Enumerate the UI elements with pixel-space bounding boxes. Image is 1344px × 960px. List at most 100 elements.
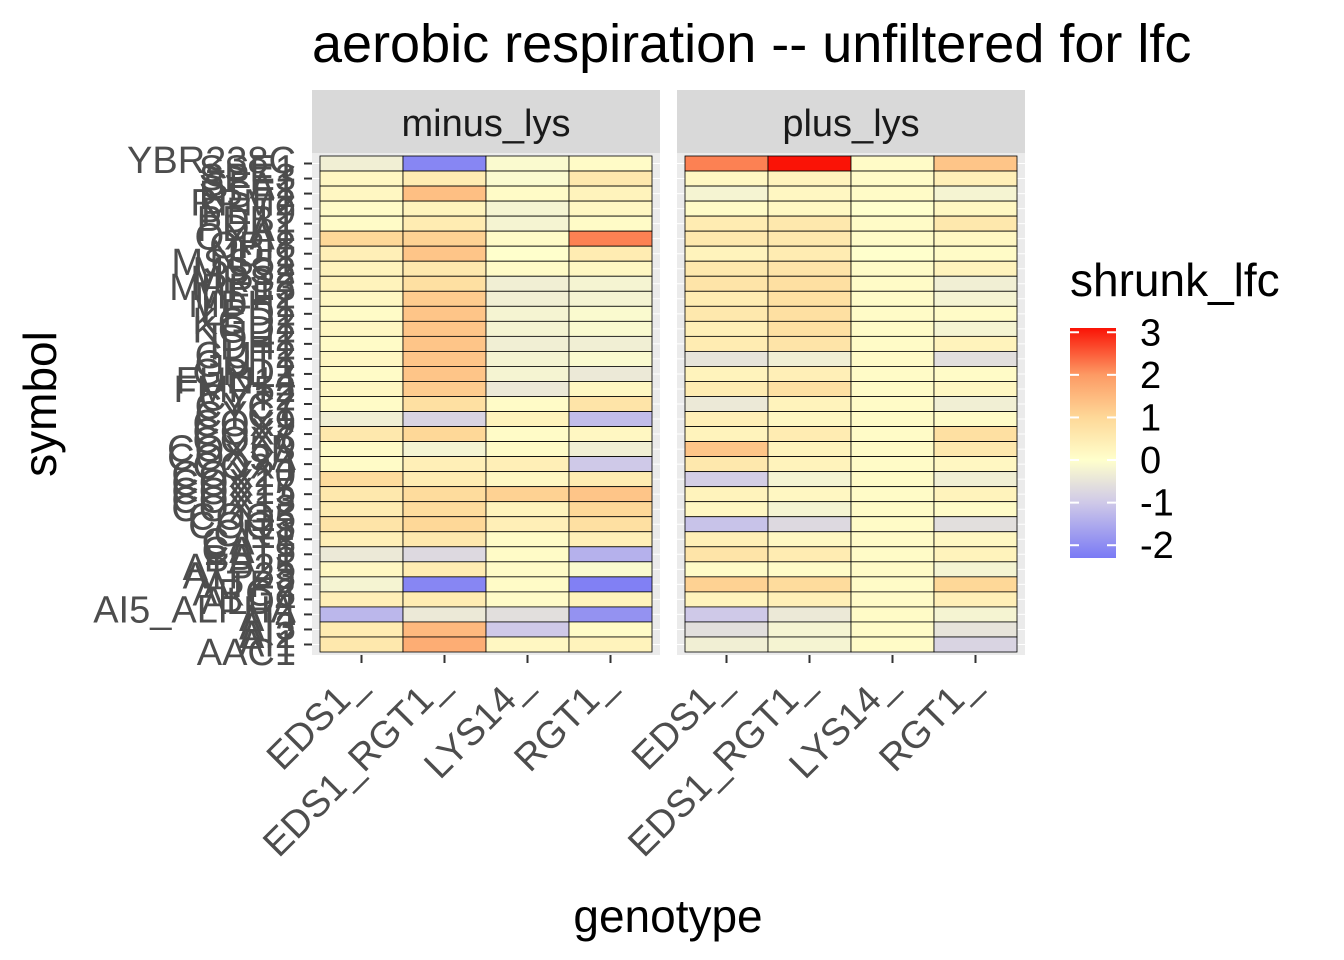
heatmap-cell [402, 320, 487, 337]
heatmap-cell [933, 215, 1018, 232]
heatmap-cell [767, 576, 852, 593]
heatmap-cell [319, 305, 404, 322]
heatmap-cell [485, 636, 570, 653]
heatmap-cell [933, 381, 1018, 397]
y-tick-label: FUN14 [176, 361, 296, 403]
heatmap-cell [850, 531, 935, 548]
heatmap-cell [319, 155, 404, 172]
heatmap-cell [485, 546, 570, 563]
heatmap-cell [319, 441, 404, 458]
heatmap-cell [402, 576, 487, 593]
heatmap-cell [485, 350, 570, 367]
heatmap-cell [850, 366, 935, 382]
heatmap-cell [485, 606, 570, 623]
heatmap-cell [684, 501, 769, 518]
y-tick-label: SSE1 [199, 148, 296, 190]
y-tick-label: COX12 [171, 488, 296, 530]
heatmap-cell [684, 320, 769, 337]
heatmap-cell [319, 486, 404, 503]
y-tick-label: RPM2 [190, 182, 296, 224]
heatmap-cell [767, 320, 852, 337]
heatmap-cell [568, 486, 653, 503]
y-tick-label: AAC1 [197, 632, 296, 674]
heatmap-cell [684, 471, 769, 488]
heatmap-cell [485, 561, 570, 578]
heatmap-cell [402, 305, 487, 322]
heatmap-cell [568, 155, 653, 172]
heatmap-cell [319, 200, 404, 217]
y-tick-label: PDB1 [197, 199, 296, 241]
heatmap-cell [485, 245, 570, 262]
heatmap-cell [850, 185, 935, 202]
heatmap-cell [485, 531, 570, 548]
heatmap-cell [684, 290, 769, 307]
heatmap-cell [850, 215, 935, 232]
heatmap-cell [402, 621, 487, 638]
y-tick-label: MRS2 [190, 259, 296, 301]
heatmap-cell [402, 245, 487, 262]
heatmap-cell [933, 275, 1018, 292]
x-axis: EDS1_EDS1_RGT1_LYS14_RGT1_ EDS1_EDS1_RGT1… [255, 655, 988, 865]
heatmap-cell [850, 396, 935, 412]
heatmap-cell [684, 215, 769, 232]
heatmap-cell [402, 260, 487, 277]
heatmap-cell [319, 185, 404, 202]
heatmap-cell [767, 546, 852, 563]
heatmap-cell [767, 230, 852, 247]
heatmap-cell [568, 501, 653, 518]
heatmap-cell [319, 396, 404, 412]
heatmap-cell [850, 486, 935, 503]
heatmap-cell [319, 561, 404, 578]
heatmap-cell [402, 155, 487, 172]
heatmap-cell [933, 606, 1018, 623]
y-tick-label: COX20 [171, 454, 296, 496]
heatmap-cell [319, 366, 404, 382]
heatmap-cell [684, 230, 769, 247]
heatmap-cell [319, 230, 404, 247]
heatmap-cell [767, 636, 852, 653]
heatmap-cell [684, 546, 769, 563]
heatmap-cell [933, 245, 1018, 262]
heatmap-cell [767, 335, 852, 352]
heatmap-cell [568, 561, 653, 578]
heatmap-cell [684, 275, 769, 292]
y-tick-label: GUT2 [195, 335, 296, 377]
heatmap-cell [568, 366, 653, 382]
facet-panels [312, 153, 1025, 655]
heatmap-cell [568, 441, 653, 458]
heatmap-cell [933, 456, 1018, 473]
heatmap-cell [568, 591, 653, 608]
heatmap-cell [684, 606, 769, 623]
y-tick-label: COQ3 [188, 505, 296, 547]
y-tick-label: BAT1 [204, 539, 296, 581]
y-tick-label: COX13 [171, 479, 296, 521]
y-tick-label: FMP52 [174, 369, 296, 411]
heatmap-cell [485, 335, 570, 352]
heatmap-cell [319, 215, 404, 232]
heatmap-cell [684, 426, 769, 442]
heatmap-cell [402, 200, 487, 217]
y-tick-label: SFA1 [203, 165, 296, 207]
heatmap-cell [568, 621, 653, 638]
heatmap-cell [933, 155, 1018, 172]
y-tick-label: LPD1 [201, 293, 296, 335]
heatmap-cell [485, 275, 570, 292]
heatmap-cell [319, 636, 404, 653]
heatmap-cell [684, 531, 769, 548]
y-tick-label: CAT5 [202, 530, 296, 572]
heatmap-cell [850, 591, 935, 608]
heatmap-cell [933, 531, 1018, 548]
heatmap-cell [850, 441, 935, 458]
y-tick-label: PDA1 [197, 208, 296, 250]
chart-title: aerobic respiration -- unfiltered for lf… [312, 14, 1191, 74]
facet-strip-plus_lys [677, 90, 1025, 153]
heatmap-cell [684, 456, 769, 473]
y-tick-label: AI5_ALPHA [93, 590, 296, 632]
heatmap-cell [568, 516, 653, 533]
heatmap-cell [568, 411, 653, 427]
heatmap-cell [933, 546, 1018, 563]
y-tick-label: GPD2 [193, 352, 296, 394]
heatmap-cell [684, 335, 769, 352]
y-tick-label: IDH1 [209, 327, 296, 369]
